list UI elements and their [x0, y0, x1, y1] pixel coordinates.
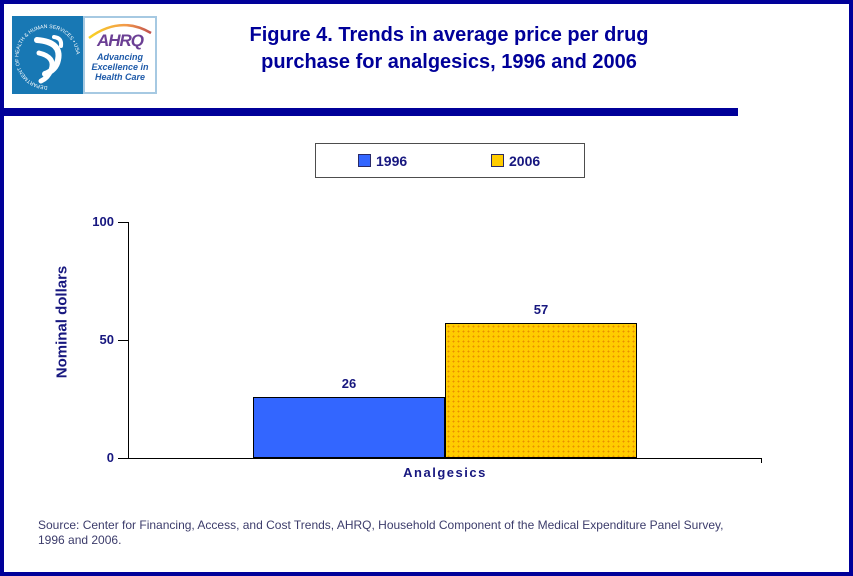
- chart-legend: 1996 2006: [315, 143, 585, 178]
- ahrq-tagline-line1: Advancing: [96, 52, 143, 62]
- ahrq-arc-icon: [88, 23, 152, 40]
- ahrq-tagline: Advancing Excellence in Health Care: [85, 52, 155, 82]
- legend-label-1996: 1996: [376, 152, 408, 169]
- source-line2: 1996 and 2006.: [38, 533, 122, 547]
- source-note: Source: Center for Financing, Access, an…: [38, 518, 723, 548]
- ahrq-tagline-line3: Health Care: [94, 72, 146, 82]
- x-axis-category-label: Analgesics: [403, 465, 487, 480]
- x-axis-line: [128, 458, 762, 459]
- legend-item-1996: 1996: [358, 144, 407, 177]
- bar-1996: [253, 396, 445, 458]
- ahrq-acronym: AHRQ: [96, 31, 144, 50]
- y-tick-label: 0: [106, 450, 114, 465]
- y-tick-label: 100: [92, 214, 114, 229]
- legend-swatch-2006: [491, 154, 504, 167]
- source-line1: Source: Center for Financing, Access, an…: [38, 518, 724, 532]
- ahrq-tagline-line2: Excellence in: [91, 62, 149, 72]
- figure-title-line1: Figure 4. Trends in average price per dr…: [249, 24, 649, 46]
- legend-item-2006: 2006: [491, 144, 540, 177]
- bar-chart: Nominal dollars Analgesics 0 50 100 26 57: [4, 4, 849, 572]
- x-axis-end-tick: [761, 458, 762, 463]
- y-tick: [118, 222, 128, 223]
- bar-value-label: 57: [533, 302, 549, 318]
- y-tick: [118, 340, 128, 341]
- ahrq-logo: AHRQ Advancing Excellence in Health Care: [83, 16, 157, 94]
- y-tick: [118, 458, 128, 459]
- hhs-seal-icon: DEPARTMENT OF HEALTH & HUMAN SERVICES • …: [12, 16, 83, 94]
- bar-value-label: 26: [341, 375, 357, 391]
- y-axis-line: [128, 222, 129, 458]
- ahrq-hhs-logo: DEPARTMENT OF HEALTH & HUMAN SERVICES • …: [12, 16, 157, 94]
- legend-swatch-1996: [358, 154, 371, 167]
- figure-title-line2: purchase for analgesics, 1996 and 2006: [261, 51, 637, 73]
- header-divider-bar: [4, 108, 738, 116]
- hhs-eagle-icon: DEPARTMENT OF HEALTH & HUMAN SERVICES • …: [14, 24, 80, 90]
- legend-label-2006: 2006: [509, 152, 541, 169]
- y-axis-title: Nominal dollars: [53, 265, 71, 379]
- bar-2006: [445, 323, 637, 458]
- figure-title: Figure 4. Trends in average price per dr…: [154, 22, 744, 76]
- y-tick-label: 50: [99, 332, 114, 347]
